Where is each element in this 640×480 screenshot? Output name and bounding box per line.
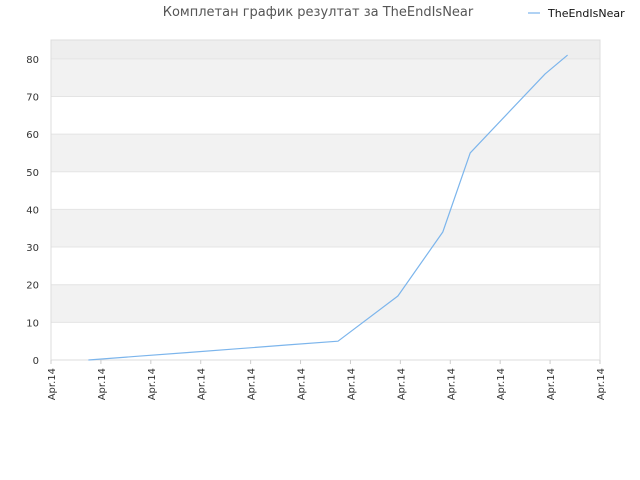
plot-area-border [50,39,601,361]
x-tick-label: Apr.14 [546,368,557,400]
x-tick-label: Apr.14 [496,368,507,400]
grid-bands [51,40,600,360]
x-tick-label: Apr.14 [446,368,457,400]
grid-band [51,58,600,97]
y-tick-label: 10 [26,318,39,329]
y-tick-label: 70 [26,92,39,103]
legend[interactable]: TheEndIsNear [528,7,625,20]
y-tick-label: 60 [26,130,39,141]
y-tick-label: 0 [33,356,39,367]
x-tick-label: Apr.14 [247,368,258,400]
y-tick-label: 80 [26,55,39,66]
grid-band [51,171,600,210]
y-axis-ticks: 0 10 20 30 40 50 60 70 80 [26,55,39,367]
grid-band [51,322,600,360]
x-axis-ticks: Apr.14 Apr.14 Apr.14 Apr.14 Apr.14 Apr.14 Apr.… [47,360,607,400]
x-tick-label: Apr.14 [147,368,158,400]
x-tick-label: Apr.14 [197,368,208,400]
series-layer [88,54,568,361]
x-tick-label: Apr.14 [47,368,58,400]
series-line[interactable] [88,54,568,361]
chart-title: Комплетан график резултат за TheEndIsNea… [163,5,474,20]
grid-band [51,209,600,248]
grid-band [51,284,600,323]
grid-band [51,134,600,172]
x-tick-label: Apr.14 [346,368,357,400]
x-tick-label: Apr.14 [396,368,407,400]
x-tick-label: Apr.14 [97,368,108,400]
grid-band [51,96,600,135]
y-tick-label: 30 [26,243,39,254]
y-tick-label: 50 [26,168,39,179]
grid-band [51,247,600,285]
y-tick-label: 40 [26,205,39,216]
grid-band [51,40,600,59]
x-tick-label: Apr.14 [297,368,308,400]
x-tick-label: Apr.14 [596,368,607,400]
y-tick-label: 20 [26,281,39,292]
legend-label: TheEndIsNear [547,7,625,20]
